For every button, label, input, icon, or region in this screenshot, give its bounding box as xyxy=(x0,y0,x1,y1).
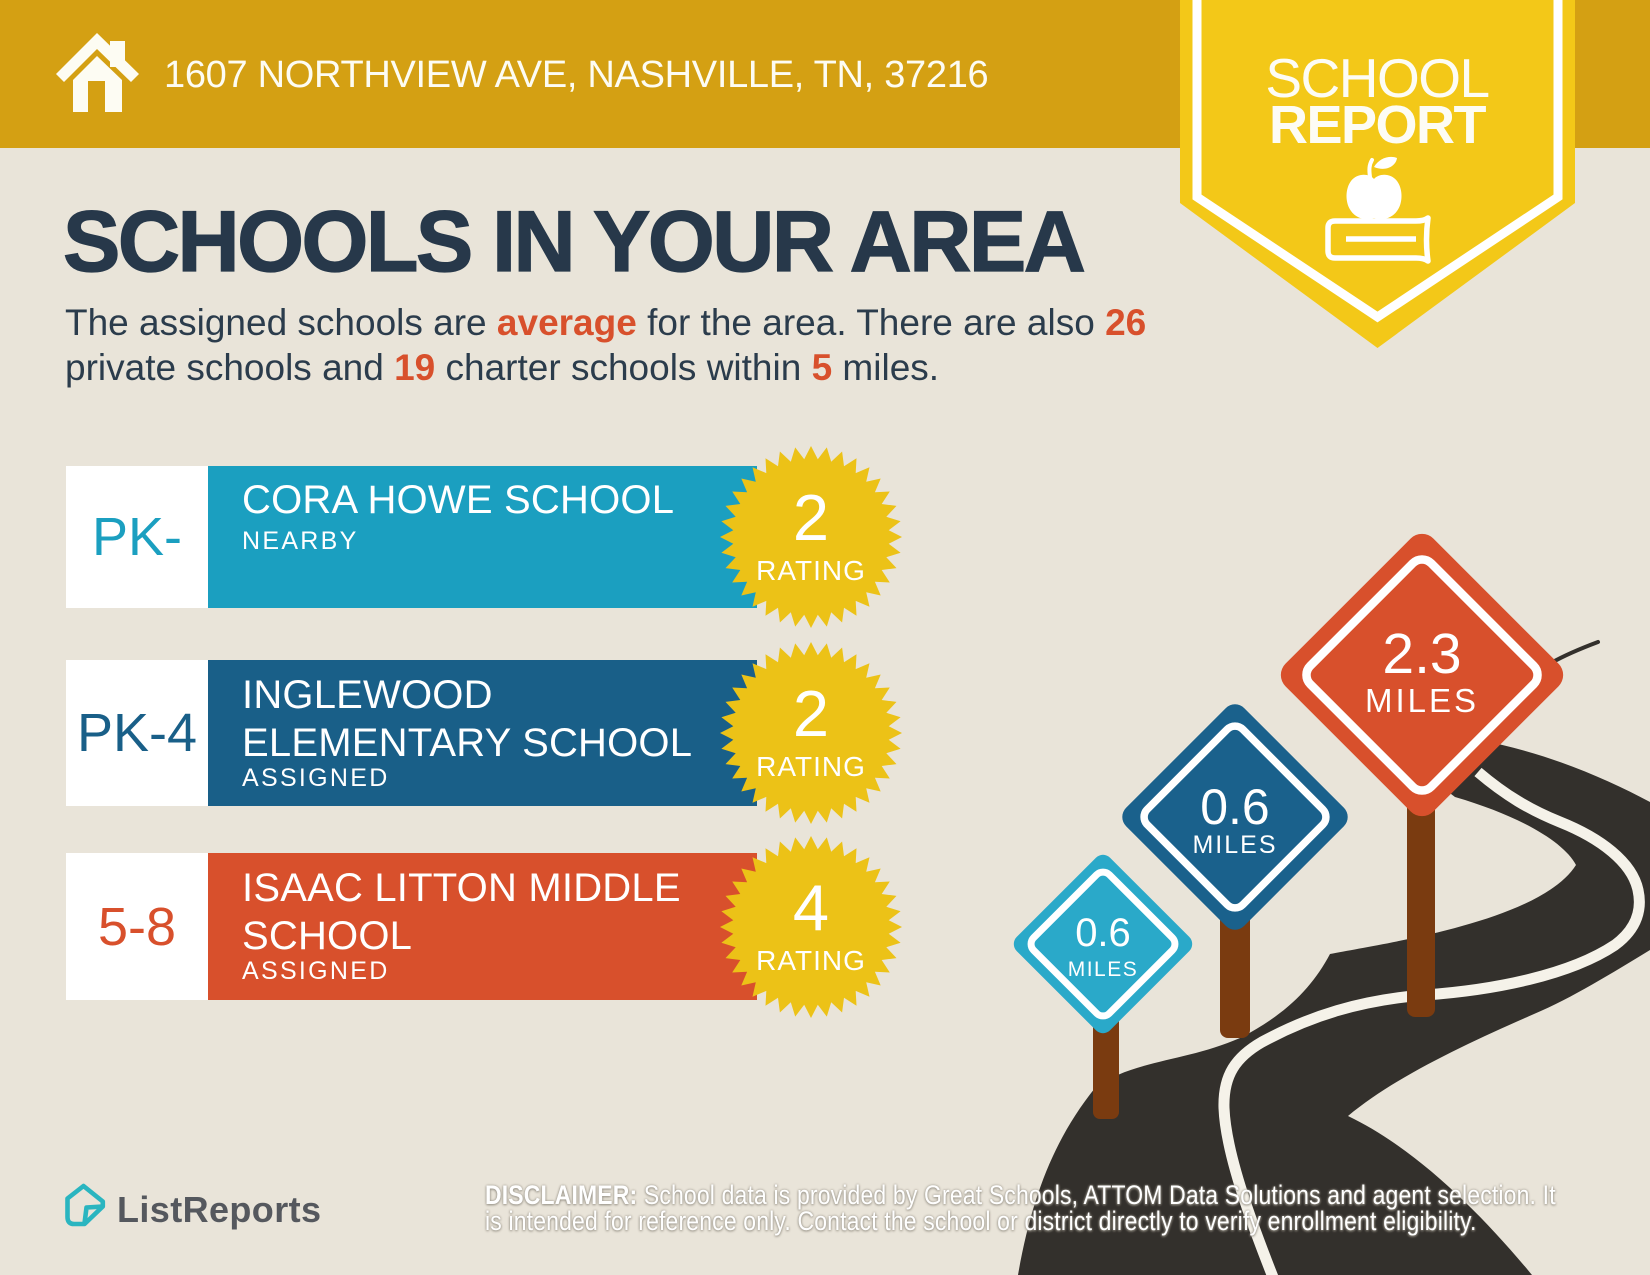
svg-text:MILES: MILES xyxy=(1068,958,1139,981)
svg-text:MILES: MILES xyxy=(1365,682,1479,719)
svg-text:RATING: RATING xyxy=(756,751,866,782)
svg-text:RATING: RATING xyxy=(756,945,866,976)
svg-text:0.6: 0.6 xyxy=(1200,779,1270,835)
svg-text:2: 2 xyxy=(793,677,829,750)
svg-text:REPORT: REPORT xyxy=(1269,95,1487,155)
svg-text:MILES: MILES xyxy=(1192,831,1277,859)
svg-text:2.3: 2.3 xyxy=(1382,622,1461,686)
svg-text:0.6: 0.6 xyxy=(1075,911,1131,955)
svg-text:2: 2 xyxy=(793,481,829,554)
svg-text:4: 4 xyxy=(793,871,829,944)
svg-text:RATING: RATING xyxy=(756,555,866,586)
svg-text:SCHOOL: SCHOOL xyxy=(1265,47,1488,109)
